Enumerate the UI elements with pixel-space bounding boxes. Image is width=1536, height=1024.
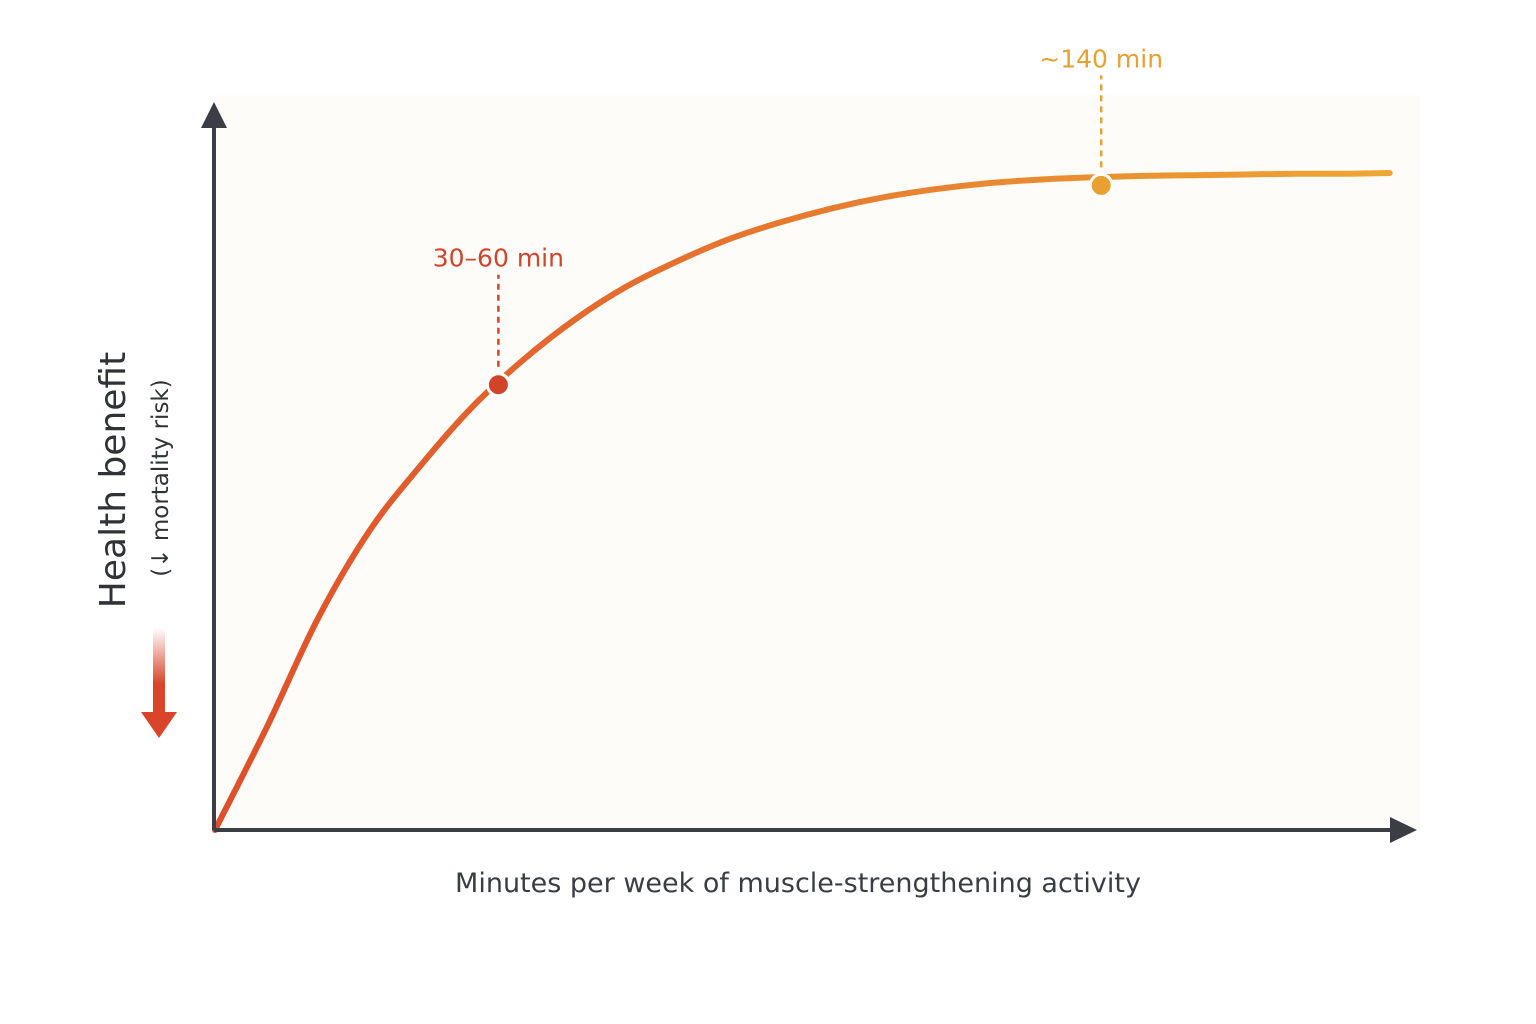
plot-area [215,95,1420,830]
annotation-label: 30–60 min [433,244,564,273]
y-axis-sublabel: (↓ mortality risk) [148,379,174,576]
y-axis-arrowhead [201,102,227,128]
annotation-label: ~140 min [1039,44,1163,73]
x-axis-arrowhead [1390,817,1417,843]
y-axis-label: Health benefit [93,352,134,608]
series-line [212,170,1393,833]
down-arrow-icon [141,712,177,738]
annotation-point [485,372,511,398]
down-arrow-icon-shaft [153,628,165,714]
annotation-point [1088,172,1114,198]
x-axis-label: Minutes per week of muscle-strengthening… [455,868,1141,899]
